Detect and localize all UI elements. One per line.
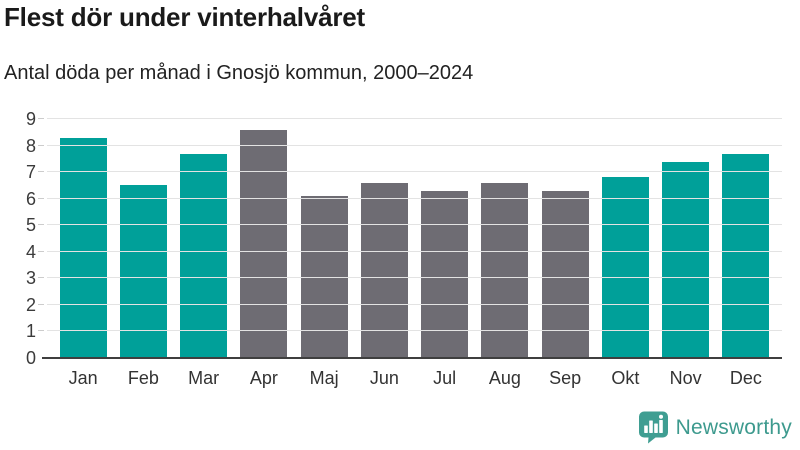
y-tick-label-9: 9 <box>25 109 36 129</box>
newsworthy-speech-bubble-barchart-icon <box>638 411 668 444</box>
x-tick-label-jan: Jan <box>68 368 98 388</box>
y-tick-label-5: 5 <box>25 215 36 236</box>
bar-slot-nov <box>656 119 716 358</box>
bar-slot-aug <box>475 119 535 358</box>
bar-mar <box>180 153 228 358</box>
bar-slot-okt <box>595 119 655 358</box>
chart-title: Flest dör under vinterhalvåret <box>4 2 365 32</box>
gridline-1 <box>47 330 782 332</box>
bar-okt <box>601 177 649 358</box>
y-tick-label-3: 3 <box>25 268 36 289</box>
gridline-5 <box>47 224 782 226</box>
bar-jul <box>421 190 469 358</box>
bar-aug <box>481 182 529 358</box>
bar-jan <box>59 137 107 358</box>
x-tick-label-maj: Maj <box>309 368 339 388</box>
y-tick-label-2: 2 <box>25 294 36 315</box>
y-tick-mark-7 <box>38 171 44 173</box>
bar-apr <box>240 129 288 358</box>
gridline-4 <box>47 250 782 252</box>
x-tick-label-jul: Jul <box>433 368 457 388</box>
x-tick-label-nov: Nov <box>669 368 702 388</box>
y-tick-mark-2 <box>38 303 44 305</box>
y-tick-mark-8 <box>38 144 44 146</box>
bar-sep <box>541 190 589 358</box>
gridline-2 <box>47 303 782 305</box>
gridline-9 <box>47 118 782 119</box>
brand-name: Newsworthy <box>675 415 792 439</box>
bar-slot-jun <box>354 119 414 358</box>
bar-slot-mar <box>174 119 234 358</box>
gridline-3 <box>47 277 782 279</box>
gridline-7 <box>47 171 782 173</box>
bar-slot-feb <box>113 119 173 358</box>
gridline-8 <box>47 144 782 146</box>
bar-jun <box>360 182 408 358</box>
x-tick-label-apr: Apr <box>249 368 278 388</box>
bar-slot-dec <box>716 119 776 358</box>
x-axis-baseline <box>42 357 782 359</box>
bars-container <box>47 119 782 358</box>
bar-slot-sep <box>535 119 595 358</box>
y-tick-label-0: 0 <box>25 348 36 368</box>
plot-area <box>38 118 782 359</box>
y-axis-labels: 0 1 2 3 4 5 6 7 8 9 <box>0 109 36 368</box>
y-tick-mark-4 <box>38 250 44 252</box>
y-tick-mark-5 <box>38 224 44 226</box>
bar-feb <box>119 185 167 358</box>
x-tick-label-feb: Feb <box>127 368 159 388</box>
bar-nov <box>662 161 710 358</box>
x-tick-label-dec: Dec <box>729 368 762 388</box>
x-tick-label-sep: Sep <box>549 368 582 388</box>
y-tick-label-7: 7 <box>25 162 36 183</box>
y-tick-mark-6 <box>38 197 44 199</box>
y-tick-label-4: 4 <box>25 241 36 262</box>
x-tick-label-okt: Okt <box>611 368 640 388</box>
y-tick-label-8: 8 <box>25 135 36 156</box>
y-tick-label-6: 6 <box>25 188 36 209</box>
y-tick-mark-9 <box>38 118 44 119</box>
bar-dec <box>722 153 770 358</box>
y-tick-mark-1 <box>38 330 44 332</box>
y-tick-label-1: 1 <box>25 321 36 342</box>
gridline-6 <box>47 197 782 199</box>
newsworthy-logo[interactable]: Newsworthy <box>638 411 792 444</box>
chart-subtitle: Antal döda per månad i Gnosjö kommun, 20… <box>4 62 474 84</box>
x-tick-label-aug: Aug <box>488 368 521 388</box>
x-tick-label-mar: Mar <box>188 368 220 388</box>
bar-slot-jan <box>53 119 113 358</box>
x-tick-label-jun: Jun <box>369 368 399 388</box>
y-tick-mark-3 <box>38 277 44 279</box>
bar-slot-maj <box>294 119 354 358</box>
bar-slot-jul <box>415 119 475 358</box>
x-axis-labels: Jan Feb Mar Apr Maj Jun Jul Aug Sep Okt Nov Dec <box>47 368 782 389</box>
bar-slot-apr <box>234 119 294 358</box>
